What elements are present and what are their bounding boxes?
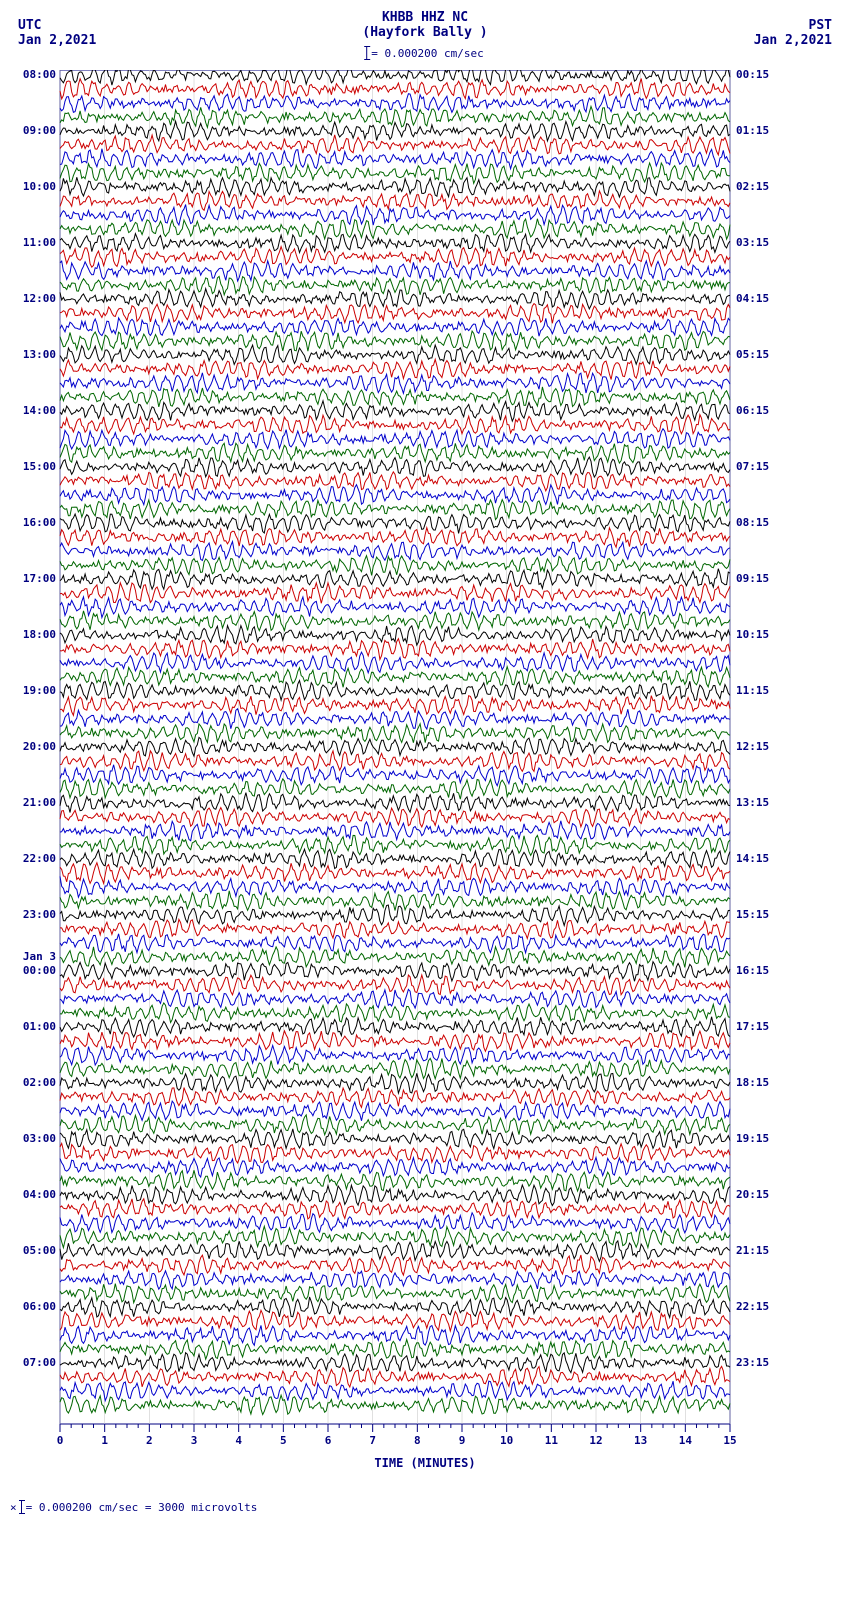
pst-label: 06:15 <box>736 405 769 416</box>
date-right: Jan 2,2021 <box>754 33 832 48</box>
pst-label: 05:15 <box>736 349 769 360</box>
utc-label: 22:00 <box>23 853 56 864</box>
pst-label: 14:15 <box>736 853 769 864</box>
date-marker: Jan 3 <box>23 951 56 962</box>
svg-text:12: 12 <box>589 1434 602 1447</box>
pst-hour-labels: 00:15 01:15 02:15 03:15 04:15 05:15 06:15 07:15… <box>734 70 782 1424</box>
x-axis-label: TIME (MINUTES) <box>10 1456 840 1470</box>
station-title: KHBB HHZ NC (Hayfork Bally ) <box>362 10 487 40</box>
utc-label: 19:00 <box>23 685 56 696</box>
tz-left: UTC <box>18 18 96 33</box>
pst-label: 18:15 <box>736 1077 769 1088</box>
svg-text:9: 9 <box>459 1434 466 1447</box>
x-axis: 0123456789101112131415 <box>10 1424 780 1454</box>
pst-label: 07:15 <box>736 461 769 472</box>
svg-text:13: 13 <box>634 1434 647 1447</box>
svg-text:4: 4 <box>235 1434 242 1447</box>
date-left: Jan 2,2021 <box>18 33 96 48</box>
utc-label: 13:00 <box>23 349 56 360</box>
pst-label: 12:15 <box>736 741 769 752</box>
utc-label: 20:00 <box>23 741 56 752</box>
pst-label: 08:15 <box>736 517 769 528</box>
svg-text:1: 1 <box>101 1434 108 1447</box>
svg-text:11: 11 <box>545 1434 559 1447</box>
pst-label: 00:15 <box>736 69 769 80</box>
pst-label: 15:15 <box>736 909 769 920</box>
utc-label: 12:00 <box>23 293 56 304</box>
utc-label: 23:00 <box>23 909 56 920</box>
utc-label: 14:00 <box>23 405 56 416</box>
pst-label: 03:15 <box>736 237 769 248</box>
scale-indicator: = 0.000200 cm/sec <box>366 46 484 60</box>
utc-label: 00:00 <box>23 965 56 976</box>
utc-hour-labels: 08:00 09:00 10:00 11:00 12:00 13:00 14:00 15:00… <box>10 70 58 1424</box>
scale-bar-icon <box>21 1500 22 1514</box>
seismogram-plot: 08:00 09:00 10:00 11:00 12:00 13:00 14:00 15:00… <box>10 70 840 1424</box>
utc-label: 11:00 <box>23 237 56 248</box>
svg-text:0: 0 <box>57 1434 64 1447</box>
utc-label: 03:00 <box>23 1133 56 1144</box>
pst-label: 21:15 <box>736 1245 769 1256</box>
utc-label: 17:00 <box>23 573 56 584</box>
pst-label: 16:15 <box>736 965 769 976</box>
pst-label: 20:15 <box>736 1189 769 1200</box>
utc-label: 02:00 <box>23 1077 56 1088</box>
pst-label: 11:15 <box>736 685 769 696</box>
svg-text:5: 5 <box>280 1434 287 1447</box>
svg-text:7: 7 <box>369 1434 376 1447</box>
utc-label: 07:00 <box>23 1357 56 1368</box>
utc-label: 05:00 <box>23 1245 56 1256</box>
header-left: UTC Jan 2,2021 <box>18 18 96 48</box>
pst-label: 01:15 <box>736 125 769 136</box>
footer-prefix: × <box>10 1501 17 1514</box>
header-right: PST Jan 2,2021 <box>754 18 832 48</box>
footer-text: = 0.000200 cm/sec = 3000 microvolts <box>26 1501 258 1514</box>
seismogram-svg <box>10 70 780 1424</box>
svg-text:8: 8 <box>414 1434 421 1447</box>
pst-label: 19:15 <box>736 1133 769 1144</box>
header: KHBB HHZ NC (Hayfork Bally ) UTC Jan 2,2… <box>10 10 840 70</box>
pst-label: 22:15 <box>736 1301 769 1312</box>
svg-text:15: 15 <box>723 1434 736 1447</box>
utc-label: 08:00 <box>23 69 56 80</box>
utc-label: 09:00 <box>23 125 56 136</box>
pst-label: 17:15 <box>736 1021 769 1032</box>
pst-label: 02:15 <box>736 181 769 192</box>
pst-label: 23:15 <box>736 1357 769 1368</box>
pst-label: 10:15 <box>736 629 769 640</box>
svg-text:10: 10 <box>500 1434 513 1447</box>
pst-label: 13:15 <box>736 797 769 808</box>
svg-text:6: 6 <box>325 1434 332 1447</box>
utc-label: 01:00 <box>23 1021 56 1032</box>
utc-label: 16:00 <box>23 517 56 528</box>
scale-value: = 0.000200 cm/sec <box>371 47 484 60</box>
utc-label: 06:00 <box>23 1301 56 1312</box>
scale-bar-icon <box>366 46 367 60</box>
utc-label: 18:00 <box>23 629 56 640</box>
footer-scale: × = 0.000200 cm/sec = 3000 microvolts <box>10 1500 840 1514</box>
utc-label: 15:00 <box>23 461 56 472</box>
utc-label: 04:00 <box>23 1189 56 1200</box>
utc-label: 10:00 <box>23 181 56 192</box>
svg-text:2: 2 <box>146 1434 153 1447</box>
tz-right: PST <box>754 18 832 33</box>
station-code: KHBB HHZ NC <box>362 10 487 25</box>
svg-text:3: 3 <box>191 1434 198 1447</box>
utc-label: 21:00 <box>23 797 56 808</box>
svg-text:14: 14 <box>679 1434 693 1447</box>
station-name: (Hayfork Bally ) <box>362 25 487 40</box>
pst-label: 04:15 <box>736 293 769 304</box>
pst-label: 09:15 <box>736 573 769 584</box>
